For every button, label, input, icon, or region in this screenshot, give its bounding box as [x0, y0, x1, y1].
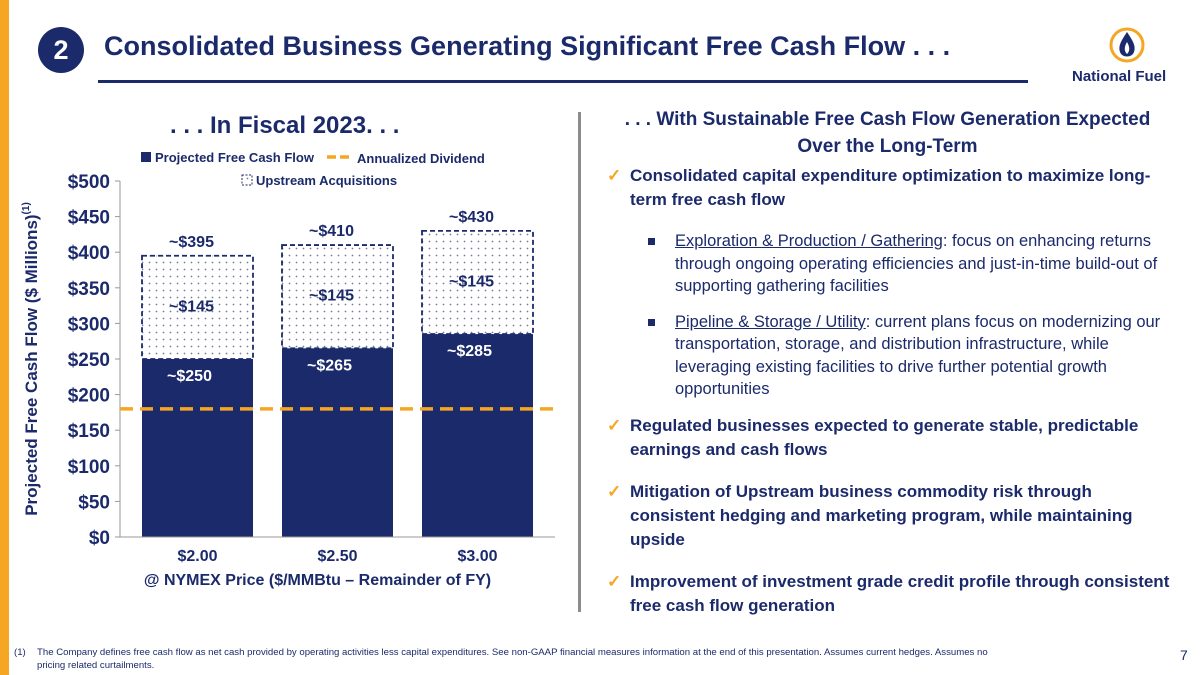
- footnote-text: The Company defines free cash flow as ne…: [37, 647, 988, 671]
- data-label-free-cash-flow: ~$265: [307, 357, 352, 374]
- y-axis: $0 $50 $100 $150 $200 $250 $300 $350 $400 $450 $50…: [21, 172, 121, 549]
- national-fuel-logo: [1109, 27, 1145, 63]
- y-tick-label: $50: [78, 492, 110, 513]
- page-number: 7: [1180, 647, 1188, 663]
- y-tick-label: $250: [68, 350, 110, 371]
- y-tick-label: $100: [68, 457, 110, 478]
- y-axis-title-superscript: (1): [21, 202, 32, 214]
- chart-subtitle: . . . In Fiscal 2023. . .: [170, 112, 400, 139]
- x-tick-label: $3.00: [457, 548, 497, 565]
- sub-bullet-exploration-text: : focus on enhancing returns through ong…: [675, 232, 1158, 295]
- right-heading: . . . With Sustainable Free Cash Flow Ge…: [600, 106, 1175, 160]
- data-label-total: ~$430: [449, 209, 494, 226]
- check-icon: ✓: [607, 415, 622, 435]
- title-divider: [98, 80, 1028, 83]
- bar-projected-free-cash-flow: [282, 348, 393, 537]
- x-tick-label: $2.50: [317, 548, 357, 565]
- bullet-hedging-text: Mitigation of Upstream business commodit…: [630, 481, 1133, 549]
- data-label-free-cash-flow: ~$250: [167, 368, 212, 385]
- legend-swatch-upstream: [241, 174, 253, 186]
- bars: [120, 229, 558, 537]
- bullet-regulated-text: Regulated businesses expected to generat…: [630, 415, 1139, 459]
- right-heading-line1: . . . With Sustainable Free Cash Flow Ge…: [624, 109, 1151, 130]
- sub-bullet-pipeline-lead: Pipeline & Storage / Utility: [675, 312, 866, 331]
- legend-label-upstream: Upstream Acquisitions: [256, 173, 397, 188]
- data-label-free-cash-flow: ~$285: [447, 343, 492, 360]
- sub-bullet-pipeline: Pipeline & Storage / Utility: current pl…: [605, 311, 1180, 401]
- y-tick-label: $350: [68, 279, 110, 300]
- y-axis-title: Projected Free Cash Flow ($ Millions)(1): [21, 202, 41, 516]
- x-axis-title: @ NYMEX Price ($/MMBtu – Remainder of FY…: [144, 572, 491, 589]
- data-label-total: ~$395: [169, 234, 214, 251]
- check-icon: ✓: [607, 481, 622, 501]
- page-title: Consolidated Business Generating Signifi…: [104, 31, 951, 61]
- bar-projected-free-cash-flow: [422, 334, 533, 537]
- bullet-list: ✓ Consolidated capital expenditure optim…: [605, 164, 1180, 636]
- x-tick-label: $2.00: [177, 548, 217, 565]
- accent-stripe: [0, 0, 9, 675]
- y-tick-label: $200: [68, 386, 110, 407]
- chart-legend: Projected Free Cash Flow Annualized Divid…: [141, 150, 485, 188]
- y-tick-label: $0: [89, 528, 110, 549]
- right-heading-line2: Over the Long-Term: [797, 136, 978, 157]
- bullet-credit-text: Improvement of investment grade credit p…: [630, 571, 1170, 615]
- section-number-badge: 2: [38, 27, 84, 73]
- data-labels: ~$250 ~$145 ~$395 ~$265 ~$145 ~$410 ~$285 ~$145…: [167, 209, 494, 385]
- check-icon: ✓: [607, 166, 622, 185]
- bar-upstream-acquisitions: [281, 244, 394, 350]
- y-tick-label: $450: [68, 208, 110, 229]
- bar-upstream-acquisitions: [141, 254, 254, 360]
- y-tick-label: $150: [68, 421, 110, 442]
- data-label-total: ~$410: [309, 223, 354, 240]
- free-cash-flow-chart: Projected Free Cash Flow Annualized Divid…: [21, 150, 558, 589]
- data-label-upstream: ~$145: [309, 288, 354, 305]
- sub-bullet-pipeline-text: : current plans focus on modernizing our…: [675, 312, 1161, 399]
- footnote-number: (1): [14, 647, 26, 658]
- column-divider: [578, 112, 581, 612]
- bullet-credit: ✓ Improvement of investment grade credit…: [605, 570, 1180, 618]
- sub-bullet-exploration: Exploration & Production / Gathering: fo…: [605, 230, 1180, 298]
- bar-upstream-acquisitions: [421, 229, 534, 335]
- bullet-regulated: ✓ Regulated businesses expected to gener…: [605, 414, 1180, 462]
- square-bullet-icon: [648, 238, 655, 245]
- y-tick-label: $300: [68, 314, 110, 335]
- data-label-upstream: ~$145: [449, 273, 494, 290]
- logo-wordmark: National Fuel: [1072, 68, 1167, 85]
- legend-swatch-free-cash-flow: [141, 152, 151, 162]
- check-icon: ✓: [607, 571, 622, 591]
- bullet-hedging: ✓ Mitigation of Upstream business commod…: [605, 480, 1180, 552]
- legend-label-free-cash-flow: Projected Free Cash Flow: [155, 150, 315, 165]
- y-tick-label: $400: [68, 243, 110, 264]
- square-bullet-icon: [648, 318, 655, 326]
- bullet-capex-text: Consolidated capital expenditure optimiz…: [630, 166, 1151, 209]
- bar-projected-free-cash-flow: [142, 359, 253, 537]
- bullet-capex: ✓ Consolidated capital expenditure optim…: [605, 164, 1180, 212]
- legend-label-dividend: Annualized Dividend: [357, 151, 485, 166]
- sub-bullet-exploration-lead: Exploration & Production / Gathering: [675, 232, 943, 250]
- data-label-upstream: ~$145: [169, 298, 214, 315]
- y-tick-label: $500: [68, 172, 110, 193]
- x-axis: $2.00 $2.50 $3.00 @ NYMEX Price ($/MMBtu – …: [120, 536, 555, 589]
